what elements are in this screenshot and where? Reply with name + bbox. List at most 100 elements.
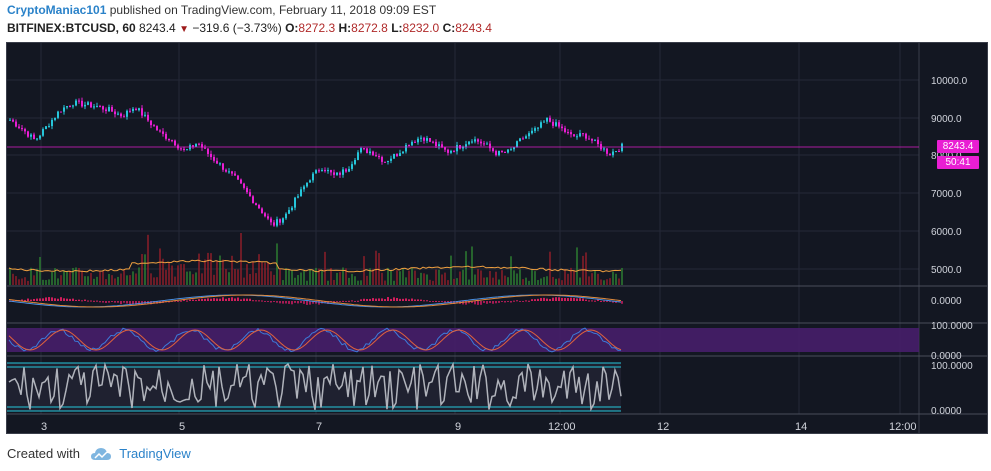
price-pane[interactable] [7,43,919,286]
candle-body [450,150,452,153]
volume-bar [426,274,428,285]
volume-bar [180,264,182,285]
volume-bar [102,270,104,285]
candle-body [159,130,161,132]
tradingview-link[interactable]: TradingView [119,446,191,461]
macd-histogram-bar [39,298,41,301]
macd-histogram-bar [483,301,485,303]
volume-bar [240,232,242,285]
macd-histogram-bar [366,298,368,301]
candle-body [171,140,173,142]
volume-bar [507,277,509,285]
volume-bar [342,267,344,285]
candle-body [141,108,143,116]
volume-bar [450,255,452,285]
volume-bar [414,270,416,285]
candle-body [360,148,362,153]
macd-histogram-bar [213,298,215,301]
volume-bar [15,276,17,285]
macd-histogram-bar [183,299,185,301]
candle-body [150,120,152,126]
candle-body [591,138,593,141]
candle-body [258,204,260,209]
volume-bar [606,279,608,285]
volume-bar [300,272,302,285]
candle-body [387,160,389,162]
volume-bar [480,270,482,285]
macd-histogram-bar [606,300,608,302]
candle-body [207,148,209,154]
candle-body [597,139,599,145]
candle-body [45,126,47,130]
macd-pane[interactable] [7,286,919,323]
volume-bar [174,276,176,285]
macd-histogram-bar [480,301,482,305]
macd-histogram-bar [477,301,479,305]
volume-bar [135,273,137,285]
candle-body [108,107,110,112]
volume-bar [504,275,506,285]
author-link[interactable]: CryptoManiac101 [7,3,107,17]
candle-body [201,144,203,148]
volume-bar [492,277,494,285]
macd-histogram-bar [537,298,539,301]
volume-bar [222,259,224,285]
volume-bar [528,280,530,285]
macd-histogram-bar [318,301,320,305]
volume-bar [465,251,467,285]
volume-bar [18,279,20,285]
candle-body [213,157,215,161]
volume-bar [582,255,584,285]
volume-bar [459,271,461,285]
volume-bar [474,274,476,285]
symbol-label: BITFINEX:BTCUSD, 60 [7,21,136,35]
macd-histogram-bar [138,301,140,305]
candle-body [567,132,569,134]
macd-histogram-bar [111,301,113,302]
stoch-tick: 0.0000 [931,351,962,362]
macd-histogram-bar [105,301,107,303]
volume-bar [411,267,413,285]
volume-bar [45,280,47,285]
volume-bar [270,271,272,285]
volume-bar [252,261,254,285]
volume-bar [27,280,29,285]
volume-bar [495,271,497,285]
macd-histogram-bar [177,301,179,302]
macd-histogram-bar [609,301,611,302]
volume-bar [372,269,374,285]
chart-canvas[interactable]: 10000.0 9000.0 8000.0 7000.0 6000.0 5000… [7,43,987,433]
macd-histogram-bar [441,301,443,302]
macd-histogram-bar [87,300,89,302]
candle-body [393,153,395,159]
volume-bar [204,259,206,285]
candle-body [357,152,359,160]
macd-histogram-bar [585,299,587,301]
macd-histogram-bar [297,301,299,304]
candle-body [48,126,50,128]
candle-body [363,148,365,150]
macd-histogram-bar [384,299,386,301]
volume-bar [483,277,485,285]
macd-histogram-bar [195,300,197,302]
candle-body [24,129,26,132]
macd-histogram-bar [510,301,512,303]
volume-bar [261,261,263,285]
volume-bar [231,255,233,285]
macd-histogram-bar [522,301,524,302]
volume-bar [621,267,623,285]
volume-bar [156,277,158,285]
volume-bar [114,278,116,285]
volume-bar [417,277,419,285]
macd-histogram-bar [60,297,62,301]
macd-histogram-bar [108,301,110,303]
chart-area[interactable]: 10000.0 9000.0 8000.0 7000.0 6000.0 5000… [6,42,988,434]
candle-body [576,136,578,138]
low-label: L: [391,21,403,35]
volume-bar [63,270,65,285]
volume-bar [447,280,449,285]
macd-histogram-bar [444,301,446,303]
candle-body [282,218,284,223]
volume-bar [246,264,248,285]
candle-body [9,119,11,121]
